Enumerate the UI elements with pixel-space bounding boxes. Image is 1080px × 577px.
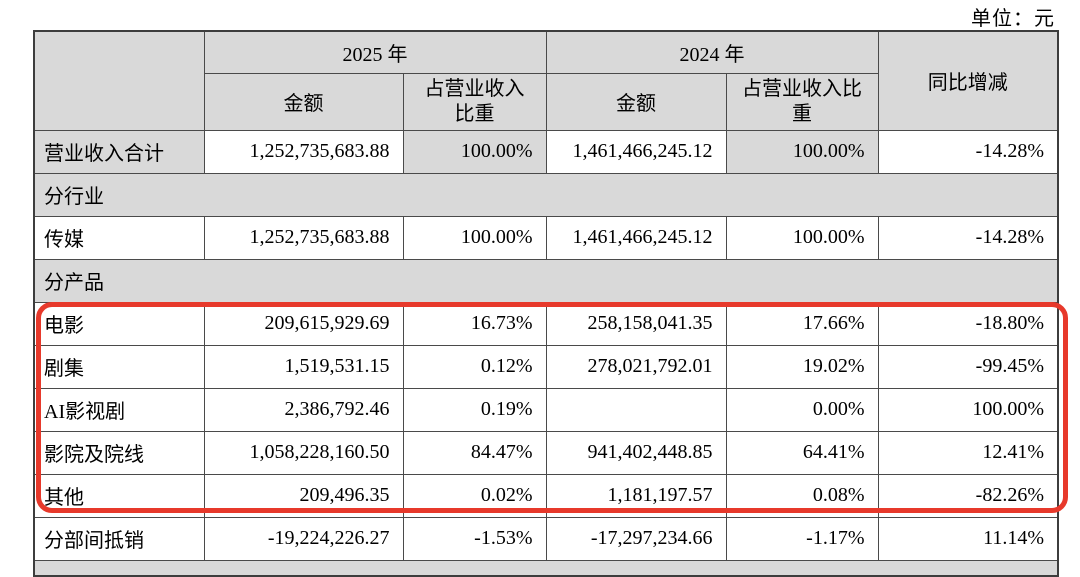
pct-2024-header-line1: 占营业收入比 [742, 77, 862, 100]
cell-label: 传媒 [33, 215, 205, 260]
cell-amount-2025: -19,224,226.27 [203, 516, 404, 561]
row-film: 电影 209,615,929.69 16.73% 258,158,041.35 … [33, 301, 1059, 346]
header-row-years: 2025 年 2024 年 同比增减 [33, 30, 1059, 131]
revenue-breakdown-table: 2025 年 2024 年 同比增减 金额 占营业收入 比重 金额 占营业收入比… [33, 30, 1059, 577]
cell-pct-2025: 0.02% [402, 473, 547, 518]
cell-amount-2025: 1,519,531.15 [203, 344, 404, 389]
cell-amount-2025: 2,386,792.46 [203, 387, 404, 432]
section-label: 分行业 [33, 172, 1059, 217]
cell-yoy: -18.80% [877, 301, 1059, 346]
amount-2025-header: 金额 [203, 72, 404, 131]
pct-2025-header-line1: 占营业收入 [424, 77, 525, 100]
pct-2024-header: 占营业收入比 重 [725, 72, 879, 131]
cell-amount-2024: 278,021,792.01 [545, 344, 727, 389]
cell-yoy: -14.28% [877, 129, 1059, 174]
header-row-measures: 金额 占营业收入 比重 金额 占营业收入比 重 [34, 72, 1058, 131]
row-media: 传媒 1,252,735,683.88 100.00% 1,461,466,24… [33, 215, 1059, 260]
row-drama-series: 剧集 1,519,531.15 0.12% 278,021,792.01 19.… [33, 344, 1059, 389]
unit-label: 单位：元 [971, 8, 1055, 30]
year-2024-header: 2024 年 [545, 30, 879, 74]
cell-pct-2025: 0.19% [402, 387, 547, 432]
cell-label: 剧集 [33, 344, 205, 389]
cell-pct-2025: -1.53% [402, 516, 547, 561]
cell-pct-2025: 0.12% [402, 344, 547, 389]
cell-pct-2024: 100.00% [725, 129, 879, 174]
cell-pct-2025: 84.47% [402, 430, 547, 475]
year-2025-header: 2025 年 [203, 30, 547, 74]
cell-pct-2024: 0.08% [725, 473, 879, 518]
cell-label: 营业收入合计 [33, 129, 205, 174]
cell-yoy: -82.26% [877, 473, 1059, 518]
cell-yoy: 100.00% [877, 387, 1059, 432]
partial-section-cell [33, 559, 1059, 577]
cell-amount-2024: 941,402,448.85 [545, 430, 727, 475]
cell-pct-2025: 16.73% [402, 301, 547, 346]
yoy-header: 同比增减 [877, 30, 1059, 131]
row-section-by-product: 分产品 [33, 258, 1059, 303]
row-other: 其他 209,496.35 0.02% 1,181,197.57 0.08% -… [33, 473, 1059, 518]
pct-2024-header-line2: 重 [792, 102, 812, 125]
cell-amount-2024: 258,158,041.35 [545, 301, 727, 346]
cell-amount-2024: 1,181,197.57 [545, 473, 727, 518]
cell-pct-2024: 0.00% [725, 387, 879, 432]
row-intersegment-elimination: 分部间抵销 -19,224,226.27 -1.53% -17,297,234.… [33, 516, 1059, 561]
row-total-revenue: 营业收入合计 1,252,735,683.88 100.00% 1,461,46… [33, 129, 1059, 174]
cell-label: 影院及院线 [33, 430, 205, 475]
pct-2025-header: 占营业收入 比重 [402, 72, 547, 131]
cell-pct-2025: 100.00% [402, 129, 547, 174]
cell-amount-2025: 209,496.35 [203, 473, 404, 518]
cell-amount-2025: 209,615,929.69 [203, 301, 404, 346]
cell-pct-2024: 64.41% [725, 430, 879, 475]
cell-amount-2025: 1,252,735,683.88 [203, 215, 404, 260]
pct-2025-header-line2: 比重 [454, 102, 495, 125]
row-section-by-industry: 分行业 [33, 172, 1059, 217]
section-label: 分产品 [33, 258, 1059, 303]
cell-label: 电影 [33, 301, 205, 346]
cell-yoy: -14.28% [877, 215, 1059, 260]
corner-cell [33, 30, 205, 131]
cell-pct-2024: 19.02% [725, 344, 879, 389]
cell-yoy: 12.41% [877, 430, 1059, 475]
cell-amount-2024: -17,297,234.66 [545, 516, 727, 561]
cell-amount-2025: 1,252,735,683.88 [203, 129, 404, 174]
row-cinema-and-circuit: 影院及院线 1,058,228,160.50 84.47% 941,402,44… [33, 430, 1059, 475]
cell-pct-2024: 100.00% [725, 215, 879, 260]
cell-amount-2024: 1,461,466,245.12 [545, 129, 727, 174]
cell-label: 其他 [33, 473, 205, 518]
cell-pct-2025: 100.00% [402, 215, 547, 260]
cell-pct-2024: 17.66% [725, 301, 879, 346]
cell-yoy: 11.14% [877, 516, 1059, 561]
cell-label: AI影视剧 [33, 387, 205, 432]
cell-amount-2025: 1,058,228,160.50 [203, 430, 404, 475]
row-ai-film-tv: AI影视剧 2,386,792.46 0.19% 0.00% 100.00% [33, 387, 1059, 432]
cell-label: 分部间抵销 [33, 516, 205, 561]
cell-amount-2024: 1,461,466,245.12 [545, 215, 727, 260]
cell-amount-2024 [545, 387, 727, 432]
cell-yoy: -99.45% [877, 344, 1059, 389]
amount-2024-header: 金额 [545, 72, 727, 131]
cell-pct-2024: -1.17% [725, 516, 879, 561]
row-partial-bottom [33, 559, 1059, 577]
